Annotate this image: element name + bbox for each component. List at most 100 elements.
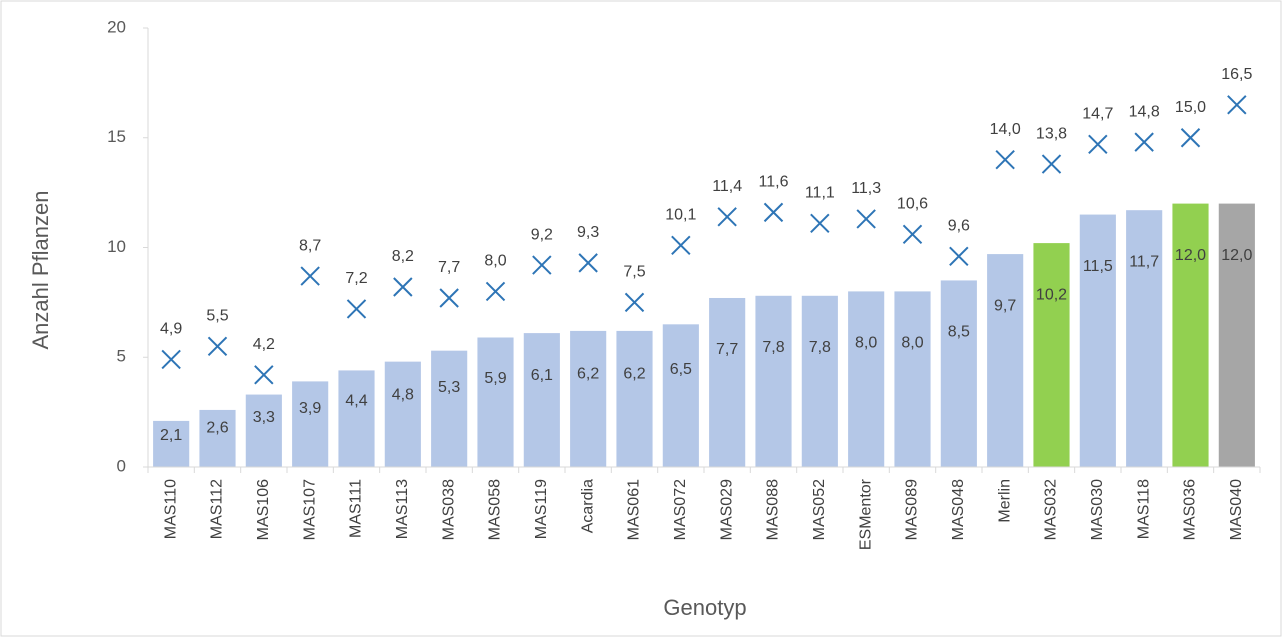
- marker-value-label: 13,8: [1036, 125, 1067, 142]
- bar: [431, 350, 468, 467]
- bar: [338, 370, 375, 467]
- bar-value-label: 9,7: [994, 297, 1016, 314]
- marker-value-label: 9,3: [577, 224, 599, 241]
- bar-value-label: 7,7: [716, 341, 738, 358]
- x-tick-label: MAS113: [394, 479, 411, 539]
- x-tick-label: MAS106: [255, 479, 272, 540]
- bar: [987, 254, 1024, 467]
- x-tick-label: MAS058: [487, 479, 504, 540]
- marker: [532, 255, 552, 275]
- bar-value-label: 2,6: [206, 419, 228, 436]
- x-tick-label: MAS111: [348, 479, 365, 538]
- bar: [384, 361, 421, 467]
- x-tick-label: Merlin: [996, 479, 1013, 523]
- marker: [393, 277, 413, 297]
- bar-value-label: 12,0: [1221, 247, 1252, 264]
- y-tick-label: 20: [107, 17, 126, 36]
- bar-value-label: 6,2: [577, 366, 599, 383]
- x-tick-label: MAS061: [626, 479, 643, 540]
- bar: [1172, 203, 1209, 467]
- marker-value-label: 10,6: [897, 196, 928, 213]
- bar: [245, 394, 282, 467]
- x-tick-label: MAS112: [209, 479, 226, 539]
- x-tick-label: MAS118: [1135, 479, 1152, 539]
- x-tick-label: MAS089: [904, 479, 921, 540]
- marker-value-label: 14,0: [990, 121, 1021, 138]
- bar-value-label: 11,5: [1083, 258, 1113, 275]
- bar: [940, 280, 977, 467]
- marker-value-label: 4,2: [253, 336, 275, 353]
- marker-value-label: 14,7: [1082, 106, 1113, 123]
- marker-value-label: 5,5: [206, 307, 228, 324]
- bar-value-label: 10,2: [1036, 286, 1067, 303]
- bar-value-label: 4,4: [345, 393, 367, 410]
- y-tick-label: 0: [117, 456, 126, 475]
- x-tick-label: MAS030: [1089, 479, 1106, 540]
- x-tick-label: MAS119: [533, 479, 550, 539]
- x-tick-label: MAS107: [301, 479, 318, 540]
- bar: [616, 330, 653, 467]
- marker-value-label: 9,2: [531, 226, 553, 243]
- marker: [1227, 95, 1247, 115]
- marker-value-label: 4,9: [160, 321, 182, 338]
- x-axis-title: Genotyp: [663, 595, 746, 620]
- marker-value-label: 14,8: [1129, 103, 1160, 120]
- bar-value-label: 5,9: [484, 370, 506, 387]
- y-axis-title: Anzahl Pflanzen: [28, 191, 53, 350]
- bar-value-label: 3,9: [299, 400, 321, 417]
- bar: [848, 291, 885, 467]
- bar-value-label: 6,2: [623, 366, 645, 383]
- x-tick-label: MAS036: [1182, 479, 1199, 540]
- marker: [485, 281, 506, 302]
- marker: [671, 235, 691, 256]
- x-tick-label: MAS029: [718, 479, 735, 540]
- marker: [717, 207, 737, 227]
- bar: [523, 333, 560, 467]
- marker-value-label: 8,2: [392, 248, 414, 265]
- bar-value-label: 11,7: [1129, 253, 1159, 270]
- marker: [624, 292, 645, 313]
- marker: [1088, 134, 1108, 155]
- x-tick-label: Acardia: [579, 479, 596, 533]
- marker-value-label: 8,7: [299, 237, 321, 254]
- marker: [1180, 128, 1201, 148]
- bar: [477, 337, 514, 467]
- x-tick-label: MAS052: [811, 479, 828, 540]
- bar-value-label: 7,8: [809, 339, 831, 356]
- bar-value-label: 4,8: [392, 387, 414, 404]
- marker: [346, 299, 367, 319]
- marker-value-label: 11,1: [805, 185, 835, 202]
- bar: [755, 295, 792, 467]
- marker-value-label: 11,3: [851, 180, 881, 197]
- bar-value-label: 8,0: [901, 335, 923, 352]
- x-tick-label: MAS032: [1043, 479, 1060, 540]
- bar: [1033, 243, 1070, 467]
- marker-value-label: 7,2: [345, 270, 367, 287]
- x-tick-label: MAS040: [1228, 479, 1245, 540]
- marker-value-label: 7,5: [623, 264, 645, 281]
- bar-value-label: 5,3: [438, 379, 460, 396]
- y-tick-label: 10: [107, 237, 126, 256]
- x-tick-label: MAS088: [765, 479, 782, 540]
- marker: [207, 336, 228, 356]
- marker: [1134, 132, 1154, 152]
- bar: [894, 291, 931, 467]
- bar: [709, 297, 746, 467]
- marker-value-label: 16,5: [1221, 66, 1252, 83]
- marker: [1041, 154, 1062, 174]
- marker-value-label: 8,0: [484, 253, 506, 270]
- marker: [949, 246, 969, 266]
- y-tick-label: 15: [107, 127, 126, 146]
- marker: [856, 209, 876, 229]
- x-tick-label: MAS072: [672, 479, 689, 540]
- x-tick-label: MAS048: [950, 479, 967, 540]
- bar-value-label: 8,5: [948, 324, 970, 341]
- marker-value-label: 11,4: [712, 178, 742, 195]
- marker: [300, 266, 320, 286]
- marker: [810, 213, 830, 234]
- bar: [1218, 203, 1255, 467]
- marker: [439, 288, 459, 308]
- bar-value-label: 6,5: [670, 361, 692, 378]
- marker: [254, 365, 274, 385]
- bar-value-label: 2,1: [160, 427, 182, 444]
